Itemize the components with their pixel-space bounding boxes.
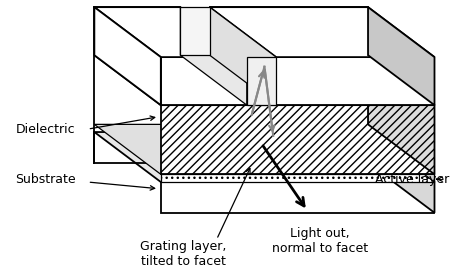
Text: Light out,
normal to facet: Light out, normal to facet [272,227,368,255]
Polygon shape [161,174,435,182]
Text: Grating layer,
tilted to facet: Grating layer, tilted to facet [140,240,227,268]
Text: Active layer: Active layer [375,173,449,185]
Polygon shape [94,7,161,105]
Polygon shape [161,105,435,174]
Polygon shape [247,57,276,105]
Polygon shape [276,57,435,105]
Polygon shape [210,7,435,57]
Text: Dielectric: Dielectric [16,123,76,136]
Polygon shape [94,124,435,174]
Polygon shape [181,7,210,55]
Polygon shape [181,7,247,105]
Polygon shape [94,132,435,182]
Polygon shape [210,7,276,105]
Polygon shape [368,124,435,182]
Polygon shape [368,132,435,213]
Polygon shape [161,57,247,105]
Polygon shape [368,7,435,105]
Polygon shape [94,55,435,105]
Polygon shape [94,7,247,57]
Polygon shape [161,182,435,213]
Text: Substrate: Substrate [15,173,76,185]
Polygon shape [368,55,435,174]
